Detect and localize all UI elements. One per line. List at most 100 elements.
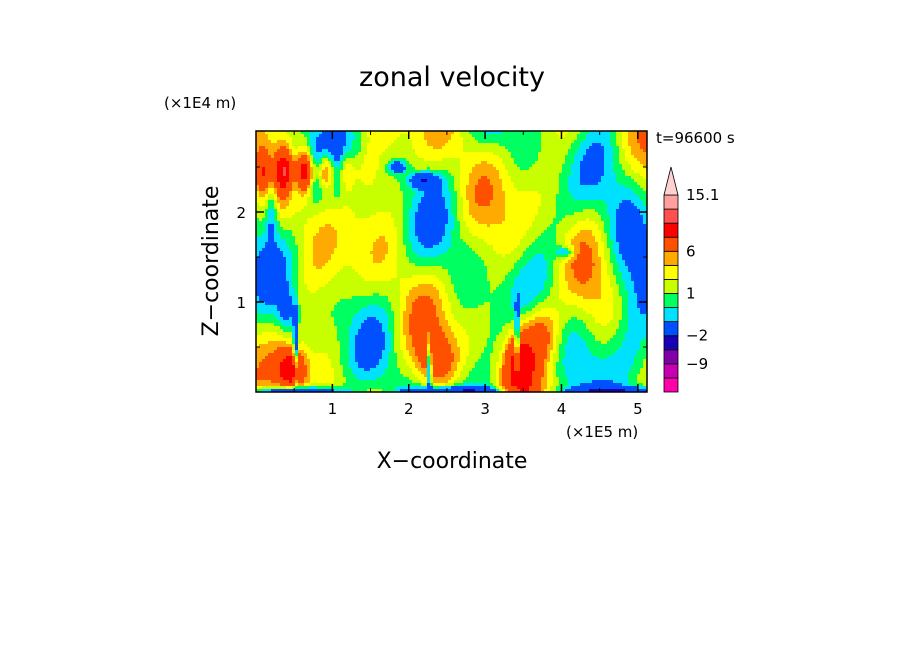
contour-cell (277, 134, 281, 138)
contour-cell (643, 239, 647, 243)
contour-cell (340, 215, 344, 219)
contour-cell (607, 200, 611, 204)
contour-cell (598, 221, 602, 225)
contour-cell (484, 236, 488, 240)
contour-cell (394, 236, 398, 240)
contour-cell (451, 200, 455, 204)
contour-cell (277, 233, 281, 237)
contour-cell (352, 173, 356, 177)
contour-cell (517, 137, 521, 141)
contour-cell (535, 203, 539, 207)
contour-cell (448, 182, 452, 186)
contour-cell (298, 170, 302, 174)
contour-cell (505, 230, 509, 234)
contour-cell (334, 221, 338, 225)
contour-cell (496, 167, 500, 171)
contour-cell (538, 146, 542, 150)
contour-cell (397, 164, 401, 168)
contour-cell (499, 137, 503, 141)
contour-cell (274, 152, 278, 156)
contour-cell (301, 242, 305, 246)
contour-cell (259, 212, 263, 216)
contour-cell (487, 176, 491, 180)
contour-cell (553, 221, 557, 225)
contour-cell (379, 224, 383, 228)
contour-cell (295, 185, 299, 189)
contour-cell (517, 227, 521, 231)
contour-cell (301, 134, 305, 138)
contour-cell (406, 161, 410, 165)
contour-cell (454, 182, 458, 186)
contour-cell (475, 134, 479, 138)
contour-cell (535, 158, 539, 162)
contour-cell (481, 197, 485, 201)
contour-cell (346, 146, 350, 150)
contour-cell (478, 230, 482, 234)
contour-cell (280, 230, 284, 234)
contour-cell (424, 158, 428, 162)
contour-cell (325, 227, 329, 231)
contour-cell (268, 185, 272, 189)
contour-cell (397, 167, 401, 171)
contour-cell (571, 212, 575, 216)
contour-cell (469, 224, 473, 228)
contour-cell (373, 200, 377, 204)
contour-cell (448, 224, 452, 228)
contour-cell (547, 209, 551, 213)
contour-cell (640, 140, 644, 144)
contour-cell (388, 209, 392, 213)
contour-cell (532, 152, 536, 156)
contour-cell (415, 167, 419, 171)
contour-cell (556, 191, 560, 195)
contour-cell (451, 188, 455, 192)
contour-cell (409, 167, 413, 171)
contour-cell (361, 203, 365, 207)
contour-cell (322, 152, 326, 156)
contour-cell (364, 167, 368, 171)
contour-cell (565, 233, 569, 237)
contour-cell (463, 143, 467, 147)
contour-cell (526, 164, 530, 168)
contour-cell (610, 164, 614, 168)
contour-cell (412, 236, 416, 240)
contour-cell (373, 152, 377, 156)
contour-cell (457, 170, 461, 174)
contour-cell (514, 227, 518, 231)
contour-cell (550, 206, 554, 210)
contour-cell (412, 161, 416, 165)
contour-cell (262, 167, 266, 171)
contour-cell (553, 140, 557, 144)
contour-cell (547, 227, 551, 231)
contour-cell (331, 218, 335, 222)
contour-cell (439, 143, 443, 147)
contour-cell (472, 164, 476, 168)
contour-cell (610, 209, 614, 213)
contour-cell (445, 239, 449, 243)
contour-cell (352, 170, 356, 174)
contour-cell (490, 221, 494, 225)
contour-cell (406, 230, 410, 234)
contour-cell (418, 161, 422, 165)
contour-cell (289, 227, 293, 231)
contour-cell (604, 215, 608, 219)
contour-cell (268, 218, 272, 222)
contour-cell (301, 236, 305, 240)
contour-cell (472, 167, 476, 171)
contour-cell (412, 200, 416, 204)
contour-cell (532, 194, 536, 198)
contour-cell (616, 188, 620, 192)
contour-cell (259, 245, 263, 249)
contour-cell (541, 164, 545, 168)
contour-cell (286, 209, 290, 213)
contour-cell (550, 149, 554, 153)
contour-cell (496, 179, 500, 183)
contour-cell (274, 143, 278, 147)
contour-cell (415, 233, 419, 237)
contour-cell (592, 164, 596, 168)
contour-cell (373, 164, 377, 168)
contour-cell (319, 227, 323, 231)
contour-cell (271, 137, 275, 141)
contour-cell (358, 185, 362, 189)
contour-cell (373, 188, 377, 192)
contour-cell (373, 134, 377, 138)
